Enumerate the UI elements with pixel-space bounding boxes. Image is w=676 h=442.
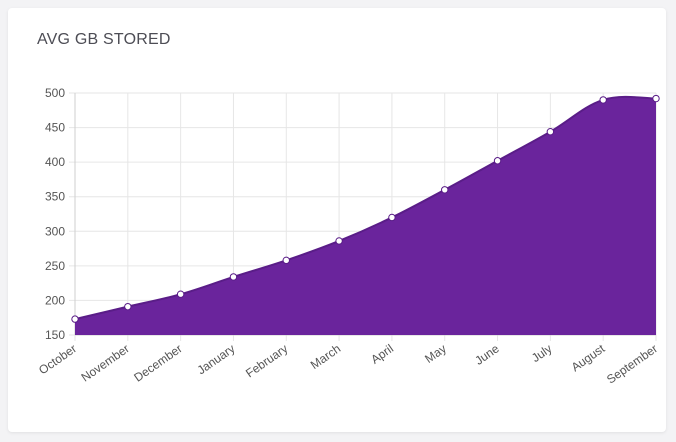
data-point — [652, 94, 660, 103]
area-chart: 150 200 250 300 350 400 450 500 October November D… — [36, 86, 660, 387]
x-tick-label: October — [36, 341, 79, 377]
x-tick-label: July — [529, 341, 555, 365]
y-tick-label: 350 — [45, 190, 65, 204]
series-line — [74, 95, 657, 321]
data-point — [388, 213, 396, 222]
data-point — [124, 302, 132, 311]
data-point — [546, 128, 555, 136]
data-point — [599, 96, 607, 104]
y-tick-label: 400 — [45, 155, 65, 169]
x-tick-label: April — [368, 341, 396, 366]
data-point — [176, 290, 185, 298]
data-point — [493, 157, 502, 165]
data-point — [282, 256, 290, 265]
x-tick-label: June — [472, 341, 502, 368]
chart-card: AVG GB STORED 150 200 250 300 350 400 450 500 Oc… — [8, 8, 666, 432]
y-tick-label: 200 — [45, 293, 65, 307]
x-tick-label: May — [422, 341, 449, 365]
y-tick-label: 300 — [45, 224, 65, 238]
y-tick-label: 450 — [45, 121, 65, 135]
x-tick-label: August — [569, 341, 608, 374]
x-tick-label: December — [131, 341, 184, 384]
x-tick-label: February — [243, 341, 290, 380]
data-point — [229, 273, 238, 281]
x-tick-label: September — [604, 341, 660, 386]
y-tick-label: 500 — [45, 86, 65, 100]
y-tick-label: 250 — [45, 259, 65, 273]
x-tick-label: November — [79, 341, 132, 384]
data-point — [71, 315, 79, 323]
chart-title: AVG GB STORED — [37, 31, 171, 48]
x-tick-label: March — [308, 341, 343, 372]
x-tick-label: January — [195, 341, 238, 377]
y-tick-label: 150 — [45, 328, 65, 342]
data-point — [441, 186, 449, 194]
area-fill — [75, 96, 656, 335]
data-point — [335, 237, 343, 245]
